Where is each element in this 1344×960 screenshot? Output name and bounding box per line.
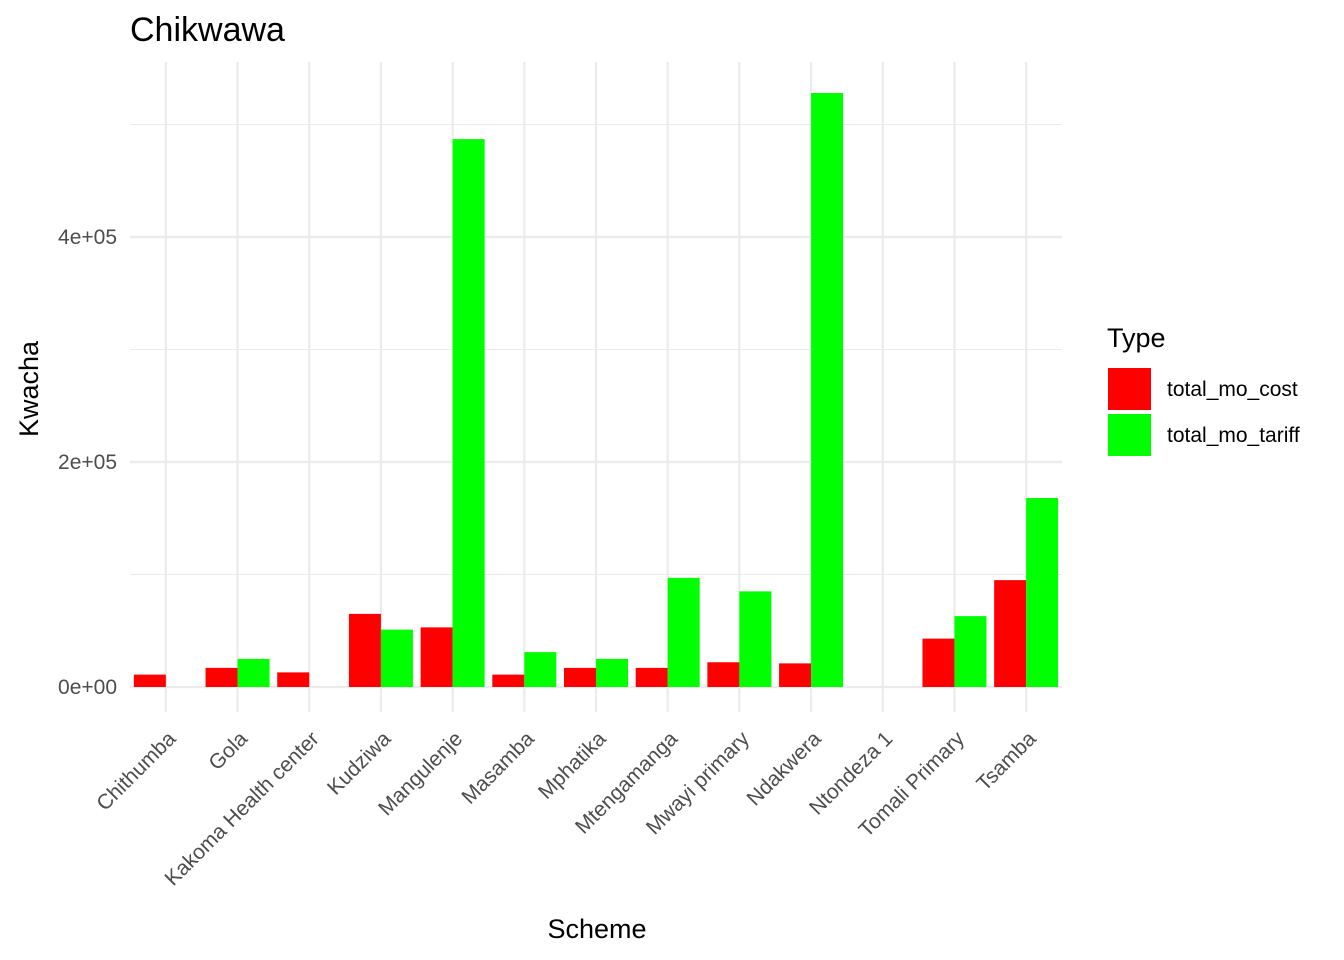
x-tick-label-gola: Gola bbox=[204, 727, 252, 775]
legend-label-total-mo-cost: total_mo_cost bbox=[1167, 378, 1298, 401]
x-tick-label-masamba: Masamba bbox=[457, 727, 539, 809]
bar-total-mo-cost-kakoma-health-center bbox=[277, 672, 310, 687]
legend-swatch-total-mo-cost bbox=[1108, 368, 1151, 410]
y-axis-title: Kwacha bbox=[14, 340, 44, 437]
legend: Type total_mo_cost total_mo_tariff bbox=[1107, 323, 1300, 456]
bar-total-mo-tariff-mtengamanga bbox=[667, 577, 700, 687]
chart-title: Chikwawa bbox=[130, 11, 285, 49]
bar-total-mo-cost-gola bbox=[205, 667, 238, 687]
legend-swatch-total-mo-tariff bbox=[1108, 414, 1151, 456]
bar-total-mo-cost-tomali-primary bbox=[922, 638, 955, 687]
x-tick-label-mphatika: Mphatika bbox=[534, 727, 611, 804]
y-axis-ticks: 0e+00 2e+05 4e+05 bbox=[58, 226, 117, 699]
bar-total-mo-cost-chithumba bbox=[133, 674, 166, 687]
bar-total-mo-tariff-tsamba bbox=[1026, 498, 1059, 687]
bar-total-mo-cost-ndakwera bbox=[779, 663, 812, 687]
bar-total-mo-tariff-gola bbox=[237, 658, 270, 687]
bar-total-mo-tariff-mangulenje bbox=[452, 139, 485, 687]
x-tick-label-kudziwa: Kudziwa bbox=[323, 727, 396, 800]
bar-total-mo-cost-mphatika bbox=[564, 667, 596, 687]
bar-total-mo-cost-tsamba bbox=[994, 580, 1027, 687]
bar-total-mo-cost-mwayi-primary bbox=[707, 662, 740, 687]
bar-total-mo-tariff-mphatika bbox=[596, 658, 628, 687]
bar-total-mo-cost-masamba bbox=[492, 674, 525, 687]
bar-total-mo-tariff-ndakwera bbox=[811, 93, 844, 687]
bar-total-mo-cost-mangulenje bbox=[420, 627, 453, 687]
bar-total-mo-cost-mtengamanga bbox=[635, 667, 668, 687]
legend-label-total-mo-tariff: total_mo_tariff bbox=[1167, 424, 1300, 447]
y-tick-label: 0e+00 bbox=[58, 676, 117, 699]
bar-total-mo-tariff-kudziwa bbox=[380, 629, 413, 687]
legend-title: Type bbox=[1107, 323, 1166, 353]
bar-total-mo-tariff-tomali-primary bbox=[954, 616, 987, 687]
x-axis-title: Scheme bbox=[547, 914, 646, 944]
bar-total-mo-tariff-mwayi-primary bbox=[739, 591, 772, 687]
y-tick-label: 2e+05 bbox=[58, 451, 117, 474]
bar-total-mo-cost-kudziwa bbox=[348, 613, 381, 687]
bar-total-mo-tariff-masamba bbox=[524, 652, 557, 687]
x-tick-label-chithumba: Chithumba bbox=[92, 727, 180, 815]
bars bbox=[133, 93, 1059, 687]
y-tick-label: 4e+05 bbox=[58, 226, 117, 249]
grid bbox=[130, 62, 1062, 712]
x-tick-label-tsamba: Tsamba bbox=[972, 727, 1040, 795]
